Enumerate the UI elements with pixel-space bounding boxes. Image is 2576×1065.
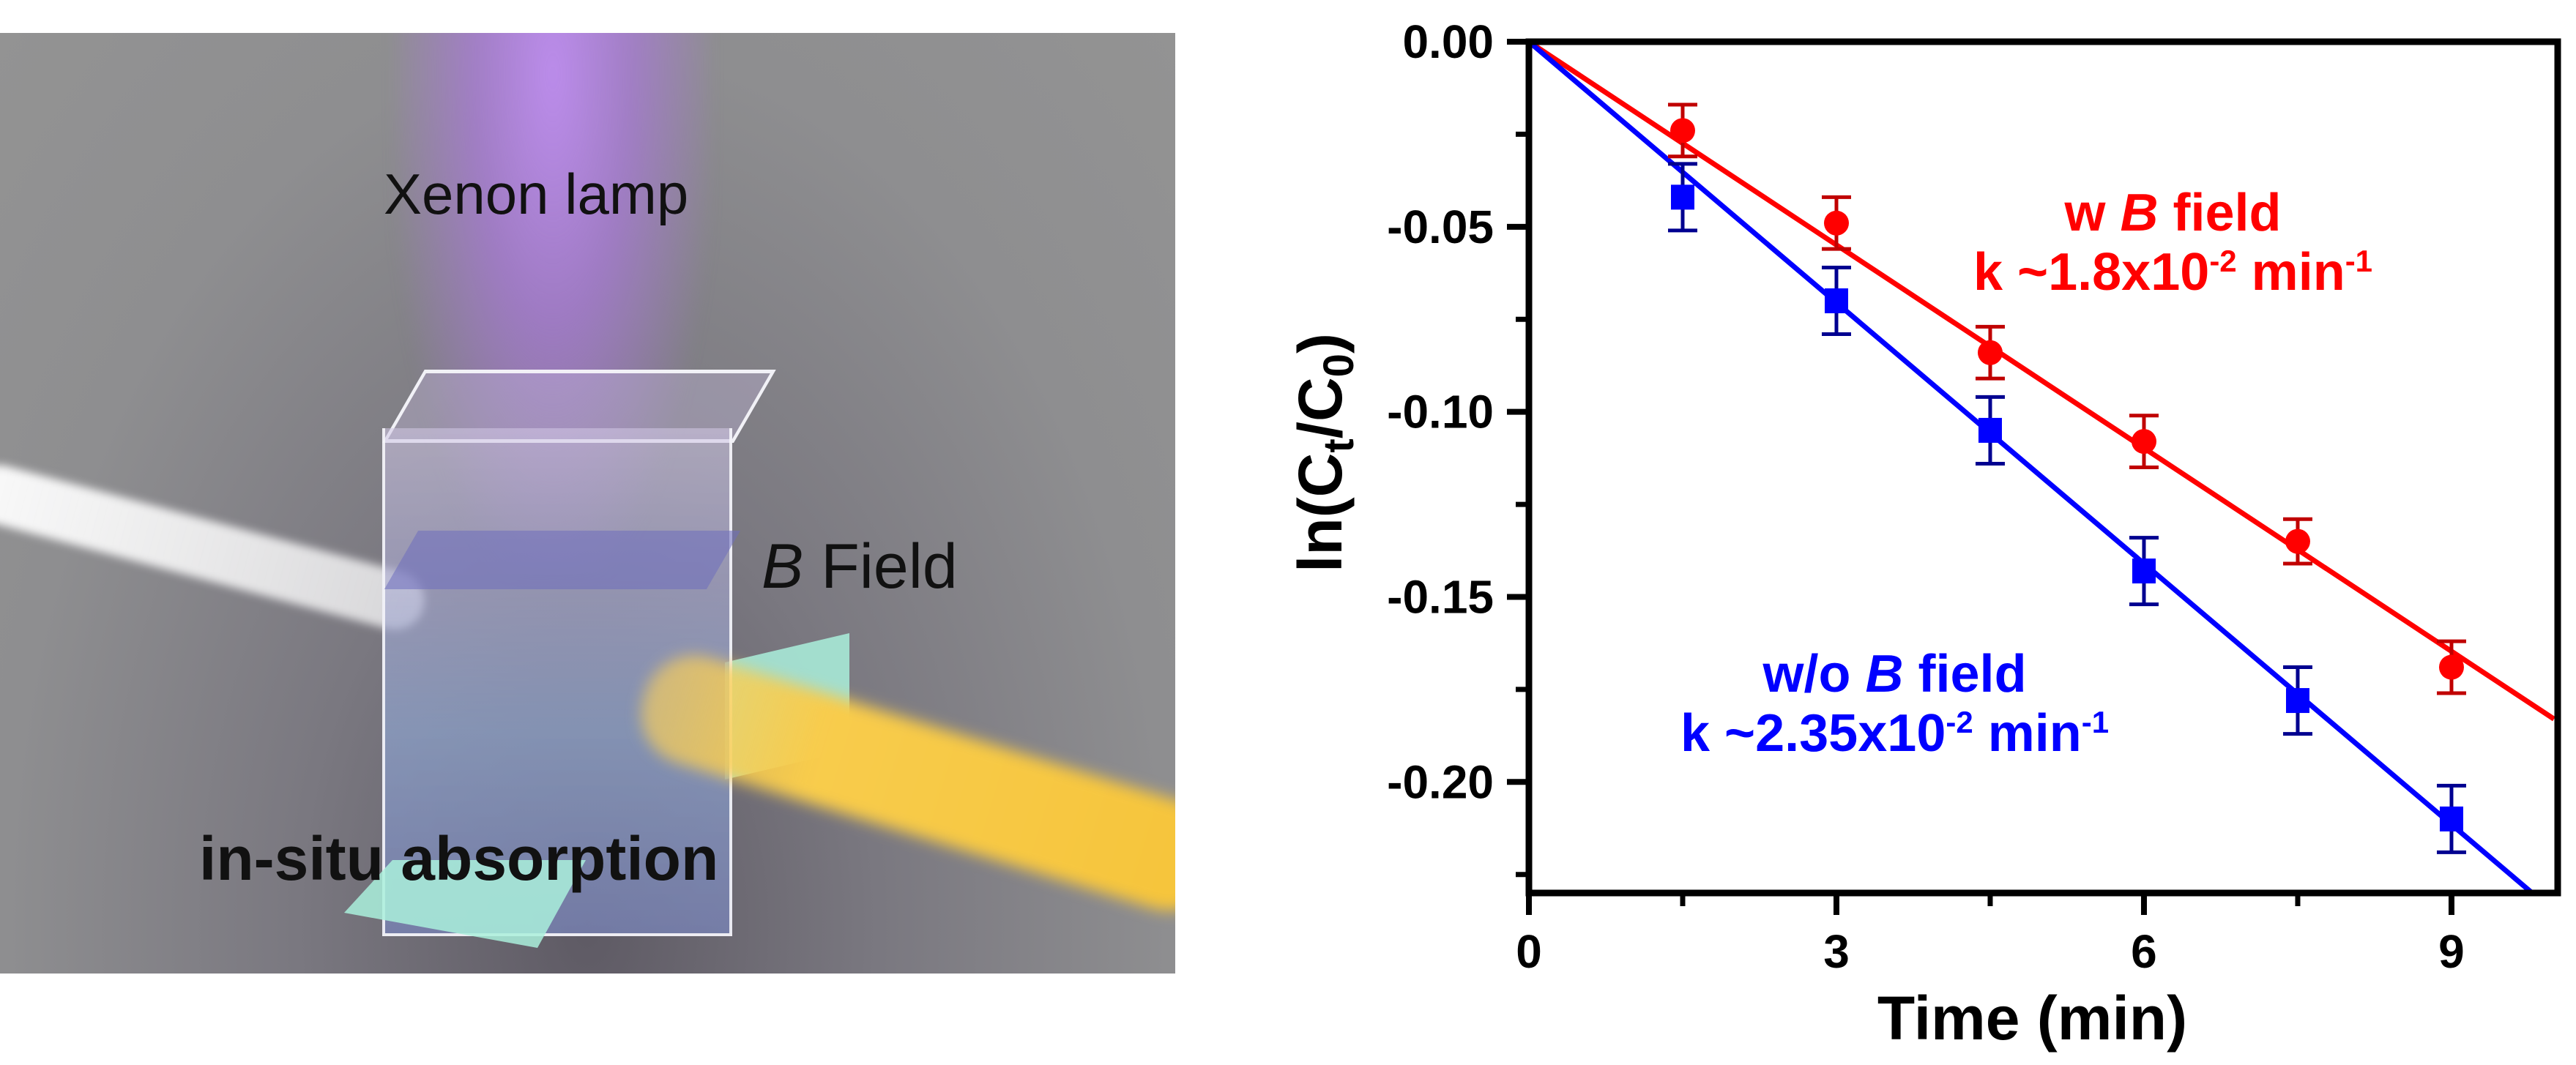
fit-lines bbox=[1527, 40, 2555, 895]
y-title-sub-0: 0 bbox=[1315, 354, 1363, 377]
ann-red-b-symbol: B bbox=[2120, 184, 2159, 242]
y-title-mid: /C bbox=[1286, 377, 1355, 438]
ann-red-suffix: field bbox=[2158, 184, 2282, 242]
y-axis-ticks: 0.00 -0.05 -0.10 -0.15 -0.20 bbox=[1387, 15, 1529, 878]
y-tick-label: -0.10 bbox=[1387, 386, 1494, 438]
ann-blue-b-symbol: B bbox=[1865, 645, 1904, 703]
x-tick-label: 0 bbox=[1516, 925, 1542, 978]
ann-blue-unit: min bbox=[1973, 704, 2082, 763]
ann-red-k-exp: -2 bbox=[2209, 244, 2237, 278]
b-symbol: B bbox=[762, 531, 804, 602]
data-point-with-b bbox=[1823, 210, 1849, 236]
ann-red-unit-exp: -1 bbox=[2345, 244, 2373, 278]
data-point-with-b bbox=[2438, 654, 2464, 680]
y-tick-label: -0.15 bbox=[1387, 570, 1494, 623]
ann-blue-k: k ~2.35x10 bbox=[1680, 704, 1946, 763]
ann-red-unit: min bbox=[2236, 243, 2345, 302]
b-field-label: B Field bbox=[762, 531, 958, 603]
ann-red-prefix: w bbox=[2064, 184, 2121, 242]
y-title-prefix: ln(C bbox=[1286, 453, 1355, 572]
ann-red-k: k ~1.8x10 bbox=[1973, 243, 2210, 302]
data-point-without-b bbox=[2285, 688, 2309, 714]
y-title-suffix: ) bbox=[1286, 333, 1355, 354]
x-tick-label: 6 bbox=[2131, 925, 2157, 978]
x-axis-ticks: 0 3 6 9 bbox=[1516, 893, 2465, 978]
y-title-sub-t: t bbox=[1315, 438, 1363, 452]
data-point-with-b bbox=[1669, 118, 1695, 143]
in-situ-absorption-label: in-situ absorption bbox=[199, 824, 719, 893]
data-point-with-b bbox=[2285, 528, 2310, 554]
ann-blue-k-exp: -2 bbox=[1946, 705, 1973, 739]
fit-line-with-b bbox=[1527, 40, 2555, 722]
ann-blue-prefix: w/o bbox=[1762, 645, 1866, 703]
data-point-without-b bbox=[1978, 417, 2002, 443]
field-word: Field bbox=[803, 531, 958, 602]
y-tick-label: -0.20 bbox=[1387, 755, 1494, 808]
plot-frame bbox=[1525, 38, 2561, 897]
annotation-with-b-field: w B field k ~1.8x10-2 min-1 bbox=[1973, 187, 2372, 305]
data-point-without-b bbox=[2132, 558, 2156, 584]
data-point-with-b bbox=[1977, 340, 2003, 365]
fit-line-without-b bbox=[1527, 40, 2534, 895]
x-tick-label: 9 bbox=[2438, 925, 2465, 978]
data-point-without-b bbox=[1670, 184, 1694, 210]
data-point-without-b bbox=[2439, 806, 2463, 832]
x-tick-label: 3 bbox=[1823, 925, 1850, 978]
y-tick-label: 0.00 bbox=[1402, 15, 1494, 68]
setup-illustration: Xenon lamp B Field in-situ absorption bbox=[0, 33, 1175, 974]
data-markers bbox=[1669, 118, 2464, 832]
ann-blue-unit-exp: -1 bbox=[2081, 705, 2110, 739]
y-axis-title: ln(Ct/C0) bbox=[1286, 333, 1363, 572]
data-point-with-b bbox=[2131, 429, 2156, 455]
ann-blue-suffix: field bbox=[1903, 645, 2027, 703]
data-point-without-b bbox=[1824, 288, 1848, 313]
x-axis-title: Time (min) bbox=[1877, 984, 2187, 1053]
y-tick-label: -0.05 bbox=[1387, 201, 1494, 253]
xenon-lamp-label: Xenon lamp bbox=[384, 162, 689, 226]
annotation-without-b-field: w/o B field k ~2.35x10-2 min-1 bbox=[1680, 648, 2109, 766]
